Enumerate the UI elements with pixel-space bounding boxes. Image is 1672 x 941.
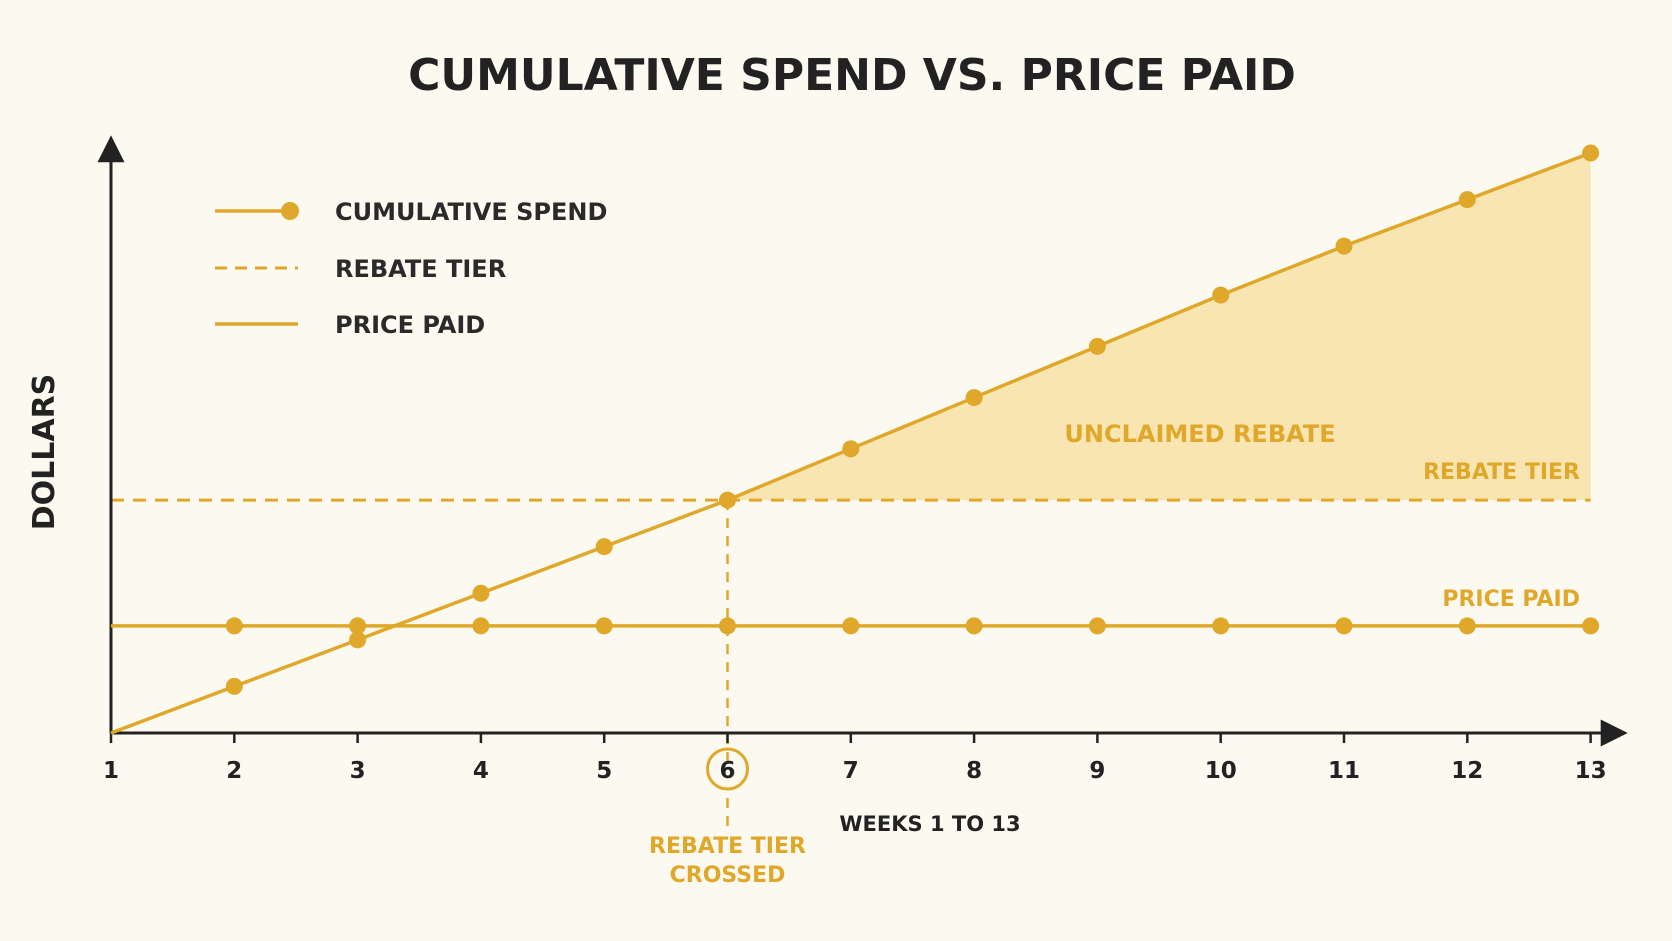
- unclaimed-rebate-label: UNCLAIMED REBATE: [1064, 420, 1335, 448]
- cumulative-spend-point: [595, 538, 613, 556]
- cumulative-spend-point: [1212, 286, 1230, 304]
- axis-layer: 1 2 3 4 5 6 7 8 9 10 11 12 13: [97, 135, 1628, 791]
- legend-marker-cumulative-spend: [281, 202, 299, 220]
- legend-label-cumulative-spend: CUMULATIVE SPEND: [335, 198, 607, 226]
- cumulative-spend-point: [1458, 191, 1476, 209]
- x-tick-label: 5: [596, 758, 612, 784]
- y-axis-label: DOLLARS: [27, 374, 62, 531]
- price-paid-point: [472, 617, 490, 635]
- x-tick-label: 1: [103, 758, 119, 784]
- price-paid-point: [1212, 617, 1230, 635]
- cumulative-spend-point: [1582, 144, 1600, 162]
- x-tick-label: 9: [1089, 758, 1105, 784]
- rebate-tier-line-label: REBATE TIER: [1423, 460, 1580, 485]
- x-tick-label: 12: [1451, 758, 1483, 784]
- x-tick-label: 6: [719, 758, 735, 784]
- legend-label-price-paid: PRICE PAID: [335, 311, 485, 339]
- price-paid-point: [1458, 617, 1476, 635]
- x-tick-label: 10: [1205, 758, 1237, 784]
- cumulative-spend-point: [719, 491, 736, 509]
- cumulative-spend-point: [842, 440, 860, 458]
- series-layer: [110, 144, 1600, 735]
- x-tick-label: 8: [966, 758, 982, 784]
- x-tick-label: 4: [473, 758, 489, 784]
- legend: CUMULATIVE SPEND REBATE TIER PRICE PAID: [215, 198, 607, 339]
- price-paid-point: [719, 617, 736, 635]
- x-tick-label: 2: [226, 758, 242, 784]
- price-paid-point: [225, 617, 243, 635]
- price-paid-point: [842, 617, 860, 635]
- x-tick-label: 11: [1328, 758, 1360, 784]
- cumulative-spend-point: [1335, 237, 1353, 255]
- unclaimed-rebate-area: [727, 152, 1591, 501]
- legend-label-rebate-tier: REBATE TIER: [335, 255, 506, 283]
- chart-title: CUMULATIVE SPEND VS. PRICE PAID: [408, 50, 1296, 101]
- price-paid-point: [1582, 617, 1600, 635]
- price-paid-point: [965, 617, 983, 635]
- area-layer: [727, 152, 1591, 501]
- x-axis-label: WEEKS 1 TO 13: [839, 812, 1020, 836]
- x-tick-label: 3: [350, 758, 366, 784]
- x-tick-label: 13: [1575, 758, 1607, 784]
- price-paid-line-label: PRICE PAID: [1442, 587, 1580, 612]
- price-paid-point: [1335, 617, 1353, 635]
- price-paid-point: [595, 617, 613, 635]
- crossed-week-highlight-ring: [706, 747, 749, 791]
- cumulative-spend-point: [349, 631, 367, 649]
- cumulative-spend-point: [1088, 337, 1106, 355]
- cumulative-spend-point: [965, 389, 983, 407]
- cumulative-spend-point: [472, 584, 490, 602]
- rebate-tier-crossed-label-line1: REBATE TIER: [649, 834, 806, 859]
- price-paid-point: [349, 617, 367, 635]
- x-tick-label: 7: [843, 758, 859, 784]
- price-paid-point: [1088, 617, 1106, 635]
- label-layer: UNCLAIMED REBATE REBATE TIER PRICE PAID REB…: [649, 420, 1580, 888]
- rebate-tier-crossed-label-line2: CROSSED: [670, 863, 786, 888]
- cumulative-spend-point: [225, 677, 243, 695]
